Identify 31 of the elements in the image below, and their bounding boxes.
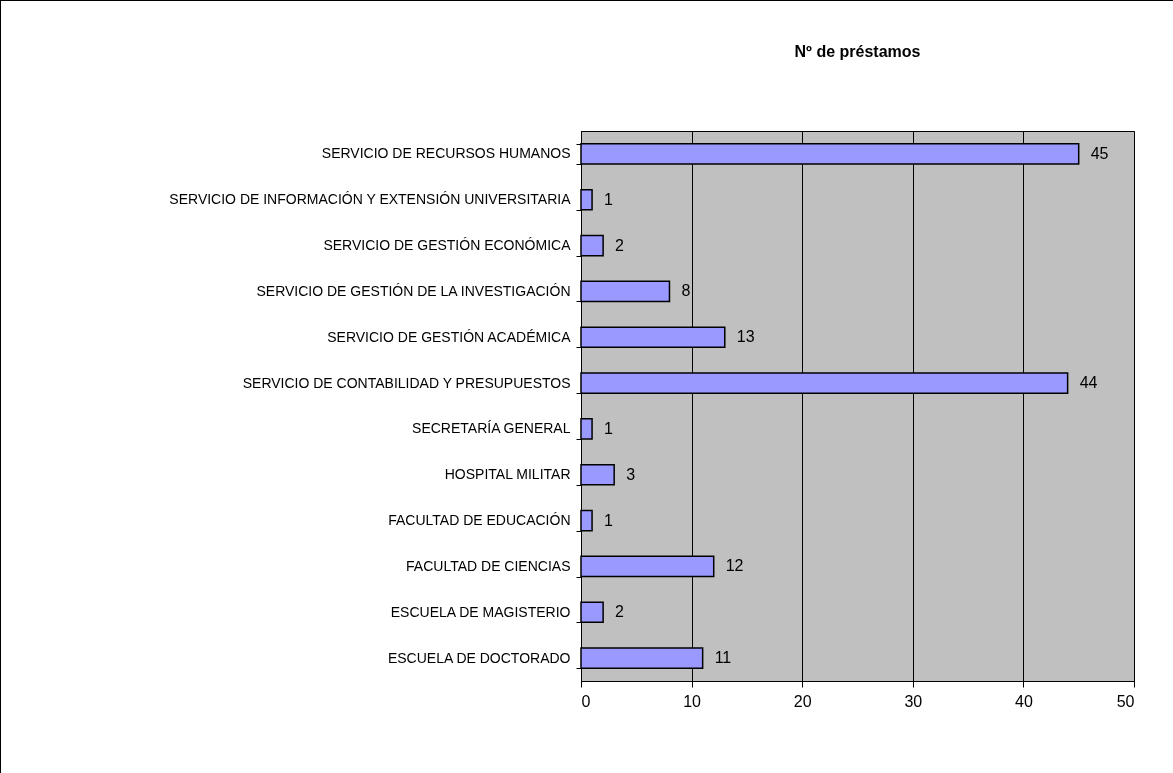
y-tick-label: SECRETARÍA GENERAL <box>412 420 571 437</box>
y-tick-label: FACULTAD DE CIENCIAS <box>406 557 571 574</box>
data-label: 11 <box>714 649 732 667</box>
data-label: 3 <box>626 465 636 483</box>
x-tick-label: 30 <box>904 692 923 710</box>
y-tick-label: SERVICIO DE GESTIÓN DE LA INVESTIGACIÓN <box>256 282 571 299</box>
data-label: 8 <box>681 282 691 300</box>
data-label: 13 <box>736 328 755 346</box>
y-tick-label: SERVICIO DE CONTABILIDAD Y PRESUPUESTOS <box>242 374 571 391</box>
x-tick-label: 20 <box>793 692 812 710</box>
y-tick-label: HOSPITAL MILITAR <box>444 466 571 483</box>
y-tick-label: ESCUELA DE DOCTORADO <box>387 649 571 666</box>
y-tick-label: SERVICIO DE RECURSOS HUMANOS <box>321 145 571 162</box>
y-tick-label: SERVICIO DE GESTIÓN ECONÓMICA <box>323 237 572 254</box>
y-tick-label: SERVICIO DE GESTIÓN ACADÉMICA <box>327 328 572 345</box>
data-label: 2 <box>615 236 625 254</box>
y-tick-label: SERVICIO DE INFORMACIÓN Y EXTENSIÓN UNIVERSITARIA <box>169 191 572 208</box>
data-label: 44 <box>1079 374 1098 392</box>
data-label: 1 <box>604 190 614 208</box>
y-tick-label: FACULTAD DE EDUCACIÓN <box>388 512 571 529</box>
x-tick-label: 0 <box>581 692 591 710</box>
data-label: 1 <box>604 511 614 529</box>
data-label: 12 <box>725 557 744 575</box>
chart-title: Nº de préstamos <box>794 43 921 60</box>
data-label: 1 <box>604 419 614 437</box>
x-tick-label: 40 <box>1015 692 1033 710</box>
data-label: 45 <box>1090 144 1109 162</box>
data-label: 2 <box>615 603 625 621</box>
y-tick-label: ESCUELA DE MAGISTERIO <box>390 603 571 620</box>
x-tick-label: 10 <box>683 692 702 710</box>
x-tick-label: 50 <box>1116 692 1135 710</box>
